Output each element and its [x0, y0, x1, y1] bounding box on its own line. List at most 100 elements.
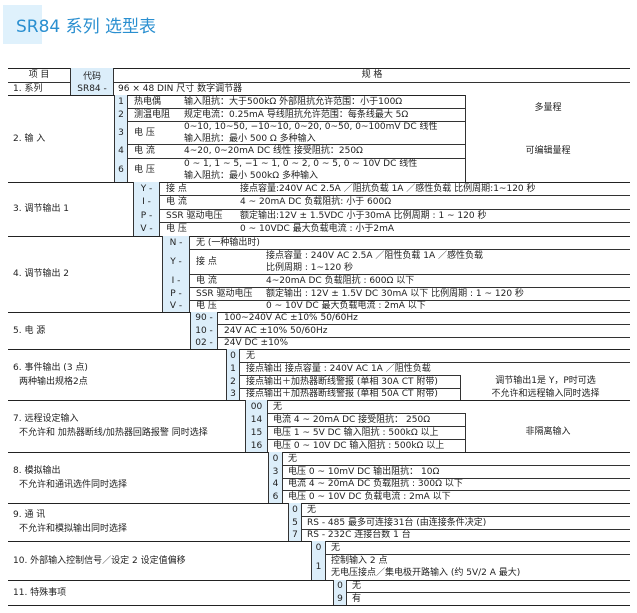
option-spec: 24V AC ±10% 50/60Hz — [224, 325, 328, 336]
option-code: 0 — [311, 541, 326, 554]
option-code: N - — [162, 236, 190, 249]
option-name: SSR 驱动电压 — [166, 210, 223, 221]
option-code: 1 — [114, 95, 128, 108]
option-spec: 接点输出 接点容量 : 240V AC 1A ／阻性负载 — [246, 363, 431, 374]
option-name: 热电偶 — [134, 96, 162, 107]
divider — [8, 68, 630, 69]
option-spec: 电压 0 ~ 10V DC 输入阻抗 : 500kΩ 以上 — [273, 440, 445, 451]
header-code: 代码 — [70, 68, 114, 82]
option-spec: 4~20mA DC 负载阻抗 : 600Ω 以下 — [266, 275, 415, 286]
title-accent — [3, 5, 42, 44]
section-label: 8. 模拟输出不允许和通讯选件同时选择 — [8, 452, 268, 503]
option-spec: 无 — [307, 504, 317, 515]
section-title: 10. 外部输入控制信号／设定 2 设定值偏移 — [13, 555, 186, 566]
option-spec: 0 ~ 1, 1 ~ 5, −1 ~ 1, 0 ~ 2, 0 ~ 5, 0 ~ … — [184, 159, 418, 181]
series-label: 1. 系列 — [13, 83, 43, 94]
option-name: 接 点 — [196, 256, 217, 267]
option-spec: 接点输出＋加热器断线警报 (单相 50A CT 附带) — [246, 389, 438, 399]
option-spec: 无 — [288, 453, 298, 464]
option-code: 3 — [226, 388, 240, 400]
option-code: 3 — [114, 121, 128, 144]
section-title: 7. 远程设定输入 — [13, 414, 79, 424]
option-spec: 有 — [352, 593, 362, 604]
divider — [8, 580, 630, 581]
option-spec: 接点容量:240V AC 2.5A ／阻抗负载 1A ／感性负载 比例周期:1~… — [240, 183, 536, 194]
option-remark: 可编辑量程 — [465, 121, 630, 182]
option-code: 14 — [245, 413, 268, 426]
section-note: 不允许和模拟输出同时选择 — [19, 524, 128, 534]
option-spec: 电流 4 ~ 20mA DC 接受阻抗： 250Ω — [273, 414, 431, 425]
option-name: 测温电阻 — [134, 109, 171, 120]
divider — [114, 108, 630, 109]
divider — [245, 426, 630, 427]
option-code: 1 — [226, 362, 240, 375]
divider — [8, 236, 630, 237]
option-name: SSR 驱动电压 — [196, 288, 253, 299]
option-code: 90 - — [190, 312, 218, 324]
option-code: I - — [133, 195, 160, 209]
option-spec: 电流 4 ~ 20mA DC 负载阻抗 : 300Ω 以下 — [288, 479, 463, 489]
series-spec: 96 × 48 DIN 尺寸 数字调节器 — [118, 83, 243, 94]
divider — [245, 413, 630, 414]
section-note: 不允许和通讯选件同时选择 — [19, 479, 128, 490]
option-name: 电 流 — [134, 146, 155, 156]
option-remark: 调节输出1是 Y，P时可选 不允许和远程输入同时选择 — [460, 375, 630, 400]
option-code: P - — [133, 209, 160, 222]
option-name: 电 压 — [134, 127, 155, 138]
option-name: 电 压 — [166, 224, 187, 234]
option-code: 0 — [288, 503, 302, 516]
section-title: 8. 模拟输出 — [13, 465, 61, 476]
page-title: SR84 系列 选型表 — [16, 17, 157, 37]
option-spec: 0 ~ 10VDC 最大负载电流 : 小于2mA — [240, 224, 395, 234]
divider — [190, 337, 630, 338]
divider — [133, 195, 630, 196]
option-code: 7 — [288, 529, 302, 541]
section-label: 4. 调节输出 2 — [8, 236, 162, 312]
option-spec: 4 ~ 20mA DC 负载阻抗: 小于 600Ω — [240, 197, 392, 207]
section-label: 3. 调节输出 1 — [8, 182, 133, 236]
divider — [288, 529, 630, 530]
divider — [162, 287, 630, 288]
option-code: 0 — [226, 349, 240, 362]
option-spec: 无 — [352, 581, 362, 591]
divider — [114, 121, 630, 122]
divider — [8, 349, 630, 350]
option-code: Y - — [133, 182, 160, 195]
option-spec: 100~240V AC ±10% 50/60Hz — [224, 313, 358, 323]
divider — [268, 490, 630, 491]
section-title: 2. 输 入 — [13, 133, 46, 144]
section-title: 9. 通 讯 — [13, 510, 46, 520]
divider — [333, 592, 630, 593]
option-name: 无 (一种输出时) — [196, 237, 260, 248]
section-label: 6. 事件输出 (3 点) 两种输出规格2点 — [8, 349, 226, 400]
option-code: 16 — [245, 439, 268, 452]
option-code: P - — [162, 287, 190, 300]
option-spec: 接点输出＋加热器断线警报 (单相 30A CT 附带) — [246, 376, 438, 387]
option-code: 00 — [245, 400, 268, 413]
option-remark: 多量程 — [465, 95, 630, 121]
divider — [245, 439, 630, 440]
divider — [226, 375, 630, 376]
header-item: 项 目 — [28, 70, 50, 80]
option-spec: 0~10, 10~50, −10~10, 0~20, 0~50, 0~100mV… — [184, 121, 438, 144]
divider — [8, 503, 630, 504]
divider — [8, 605, 630, 606]
option-code: 1 — [311, 554, 326, 580]
option-spec: 额定输出:12V ± 1.5VDC 小于30mA 比例周期 : 1 ~ 120 … — [240, 210, 487, 221]
option-code: 4 — [268, 478, 283, 490]
divider — [190, 324, 630, 325]
divider — [268, 465, 630, 466]
section-label: 9. 通 讯不允许和模拟输出同时选择 — [8, 503, 288, 541]
section-label: 5. 电 源 — [8, 312, 190, 349]
divider — [288, 516, 630, 517]
section-note: 两种输出规格2点 — [19, 376, 88, 387]
section-title: 6. 事件输出 (3 点) — [13, 362, 88, 373]
section-title: 3. 调节输出 1 — [13, 204, 70, 214]
divider — [162, 300, 630, 301]
option-code: 3 — [268, 465, 283, 478]
section-label: 2. 输 入 — [8, 95, 114, 182]
divider — [8, 400, 630, 401]
option-name: 电 压 — [196, 301, 217, 311]
section-note: 不允许和 加热器断线/加热器回路报警 同时选择 — [19, 428, 208, 438]
